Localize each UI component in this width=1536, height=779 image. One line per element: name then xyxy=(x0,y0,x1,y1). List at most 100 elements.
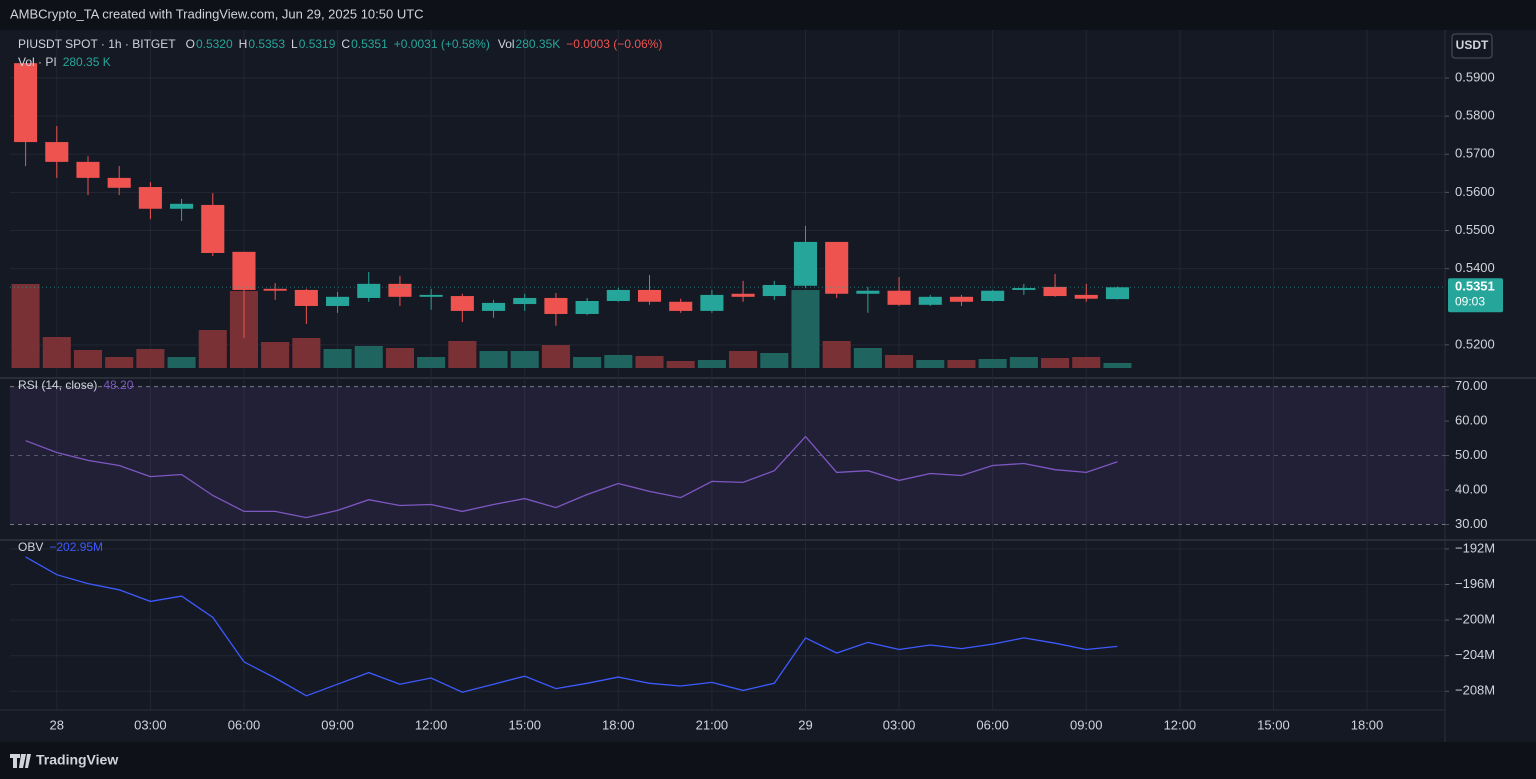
legend-item: 0.5319 xyxy=(299,37,336,51)
y-tick-label: 0.5700 xyxy=(1455,146,1495,161)
candle-body xyxy=(450,296,474,311)
volume-bar xyxy=(791,290,820,368)
candle-body xyxy=(294,289,318,306)
y-tick-label: 0.5600 xyxy=(1455,184,1495,199)
currency-button-box[interactable] xyxy=(1451,33,1493,59)
currency-button-label[interactable]: USDT xyxy=(1456,38,1489,52)
candle-body xyxy=(170,203,194,209)
candle-body xyxy=(949,296,974,302)
y-tick-label: 0.5400 xyxy=(1455,260,1495,275)
x-tick-label: 18:00 xyxy=(1351,717,1384,732)
x-tick-label: 15:00 xyxy=(508,717,541,732)
volume-bar xyxy=(885,354,914,368)
volume-bar xyxy=(853,348,882,368)
candle-body xyxy=(700,294,724,311)
y-tick-label: 70.00 xyxy=(1455,378,1488,393)
indicator-value: −202.95M xyxy=(49,540,103,554)
volume-bar xyxy=(136,349,165,368)
candle-body xyxy=(1043,286,1067,297)
legend-item: Vol xyxy=(498,37,515,51)
y-tick-label: −204M xyxy=(1455,647,1495,662)
volume-bar xyxy=(479,351,508,368)
volume-bar xyxy=(697,359,726,368)
y-tick-label: −192M xyxy=(1455,540,1495,555)
indicator-line xyxy=(25,556,1118,697)
volume-bar xyxy=(11,284,40,368)
y-tick-label: 0.5800 xyxy=(1455,108,1495,123)
candle-body xyxy=(357,283,381,298)
candle-body xyxy=(1012,288,1036,290)
candle-body xyxy=(825,241,849,294)
candle-body xyxy=(887,290,911,305)
volume-bar xyxy=(354,345,383,368)
y-tick-label: 30.00 xyxy=(1455,516,1488,531)
volume-bar xyxy=(292,338,321,368)
y-tick-label: −208M xyxy=(1455,683,1495,698)
candle-body xyxy=(762,284,786,297)
candle-body xyxy=(981,290,1005,302)
brand-logo xyxy=(10,754,31,768)
x-tick-label: 03:00 xyxy=(883,717,916,732)
volume-bar xyxy=(1041,357,1070,368)
candle-body xyxy=(575,301,599,314)
candle-body xyxy=(481,302,506,311)
candle-body xyxy=(1105,287,1129,300)
x-tick-label: 09:00 xyxy=(1070,717,1103,732)
candle-body xyxy=(263,288,287,291)
x-tick-label: 28 xyxy=(50,717,64,732)
candle-body xyxy=(856,290,880,294)
volume-bar xyxy=(448,341,477,368)
volume-bar xyxy=(73,350,103,368)
indicator-title: RSI (14, close) xyxy=(18,378,97,392)
volume-bar xyxy=(198,329,227,368)
y-tick-label: 0.5200 xyxy=(1455,336,1495,351)
volume-bar xyxy=(978,358,1007,368)
volume-bar xyxy=(167,356,196,368)
indicator-line xyxy=(25,435,1118,519)
candle-body xyxy=(326,296,350,306)
candle-body xyxy=(731,293,755,297)
x-tick-label: 12:00 xyxy=(415,717,448,732)
volume-bar xyxy=(105,356,134,368)
x-tick-label: 15:00 xyxy=(1257,717,1290,732)
volume-bar xyxy=(323,349,352,368)
currency-button[interactable]: USDT xyxy=(1451,33,1493,59)
data-layer xyxy=(10,62,1445,697)
indicator-title: OBV xyxy=(18,540,43,554)
bottom-bar xyxy=(0,742,1536,779)
volume-bar xyxy=(261,341,290,368)
x-tick-label: 06:00 xyxy=(228,717,261,732)
volume-bar xyxy=(573,356,602,368)
legend-item: C xyxy=(341,37,350,51)
y-tick-label: 40.00 xyxy=(1455,481,1488,496)
candle-body xyxy=(544,297,568,314)
x-tick-label: 18:00 xyxy=(602,717,635,732)
y-tick-label: −200M xyxy=(1455,612,1495,627)
x-tick-label: 03:00 xyxy=(134,717,167,732)
legend-item: Vol · PI xyxy=(18,55,57,69)
volume-bar xyxy=(42,337,71,368)
candle-body xyxy=(45,142,69,162)
last-price-label: 0.5351 xyxy=(1455,279,1495,294)
volume-bar xyxy=(1103,363,1132,368)
legend-item: 0.5351 xyxy=(351,37,388,51)
legend-item: −0.0003 (−0.06%) xyxy=(566,37,662,51)
legend-item: H xyxy=(239,37,248,51)
volume-bar xyxy=(635,355,664,368)
y-tick-label: 0.5500 xyxy=(1455,222,1495,237)
last-price-box xyxy=(1448,278,1503,313)
volume-bar xyxy=(729,351,758,368)
volume-bar xyxy=(604,354,633,368)
brand: TradingView xyxy=(10,752,118,768)
volume-bar xyxy=(417,356,446,368)
candle-body xyxy=(232,251,256,290)
legend-item: L xyxy=(291,37,298,51)
candle-body xyxy=(606,289,630,302)
candle-body xyxy=(14,63,38,143)
volume-bar xyxy=(947,359,976,368)
x-tick-label: 12:00 xyxy=(1164,717,1197,732)
volume-bar xyxy=(510,351,539,368)
legend-item: O xyxy=(186,37,195,51)
volume-bar xyxy=(541,344,570,368)
candle-body xyxy=(793,241,818,286)
